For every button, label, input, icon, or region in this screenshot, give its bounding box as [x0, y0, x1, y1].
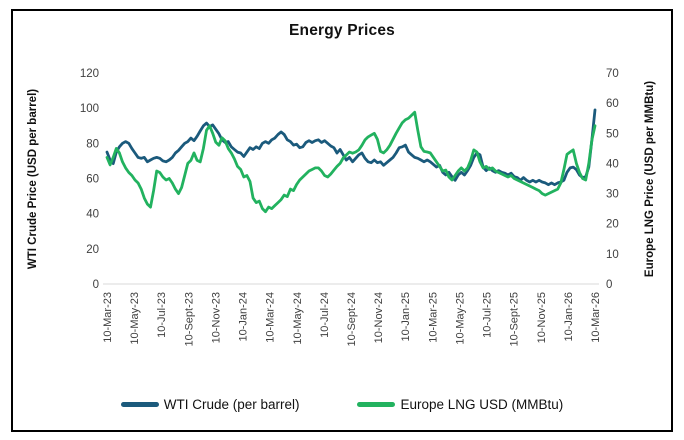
left-axis-tick-label: 40: [86, 209, 99, 221]
legend-item-lng: Europe LNG USD (MMBtu): [357, 397, 563, 412]
x-axis-tick-label: 10-May-25: [454, 292, 466, 345]
left-axis-tick-label: 120: [80, 68, 99, 80]
chart-frame: [11, 9, 673, 432]
europe-lng-line: [105, 110, 597, 214]
x-axis-tick-label: 10-Sept-25: [509, 292, 521, 346]
x-axis-tick-label: 10-May-24: [292, 292, 304, 345]
right-axis-tick-label: 10: [606, 249, 619, 261]
x-axis-tick-label: 10-Nov-25: [536, 292, 548, 343]
x-axis-tick-label: 10-Jul-25: [482, 292, 494, 338]
left-axis-title: WTI Crude Price (USD per barrel): [27, 88, 39, 270]
left-axis-tick-label: 80: [86, 138, 99, 150]
x-axis-tick-label: 10-Mar-26: [590, 292, 602, 343]
legend-item-wti: WTI Crude (per barrel): [120, 397, 300, 412]
chart-title: Energy Prices: [289, 22, 395, 39]
left-axis-tick-label: 0: [93, 279, 99, 291]
lng-legend-swatch-icon: [357, 402, 396, 407]
wti-legend-label: WTI Crude (per barrel): [163, 397, 300, 412]
x-axis-tick-label: 10-Jul-24: [319, 292, 331, 338]
x-axis-tick-label: 10-Sept-23: [183, 292, 195, 346]
x-axis-tick-label: 10-Jul-23: [156, 292, 168, 338]
lng-legend-label: Europe LNG USD (MMBtu): [400, 397, 564, 412]
right-axis-title: Europe LNG Price (USD per MMBtu): [644, 80, 656, 278]
right-axis-tick-label: 60: [606, 98, 619, 110]
left-axis-tick-label: 60: [86, 174, 99, 186]
right-axis-tick-label: 40: [606, 158, 619, 170]
wti-legend-swatch-icon: [120, 402, 159, 407]
x-axis-tick-label: 10-Nov-23: [210, 292, 222, 343]
chart-legend: WTI Crude (per barrel) Europe LNG USD (M…: [0, 397, 684, 412]
right-axis-tick-label: 50: [606, 128, 619, 140]
x-axis-tick-label: 10-Mar-23: [102, 292, 114, 343]
x-axis-tick-label: 10-Nov-24: [373, 292, 385, 343]
x-axis-tick-label: 10-May-23: [129, 292, 141, 345]
left-axis-tick-label: 20: [86, 244, 99, 256]
x-axis-tick-label: 10-Mar-24: [265, 292, 277, 343]
x-axis-tick-label: 10-Jan-24: [238, 292, 250, 342]
right-axis-tick-label: 30: [606, 189, 619, 201]
right-axis-tick-label: 0: [606, 279, 612, 291]
wti-crude-line: [105, 108, 597, 187]
x-axis-tick-label: 10-Mar-25: [427, 292, 439, 343]
x-axis-tick-label: 10-Jan-26: [563, 292, 575, 342]
right-axis-tick-label: 70: [606, 68, 619, 80]
x-axis-tick-label: 10-Sept-24: [346, 292, 358, 346]
x-axis-tick-label: 10-Jan-25: [400, 292, 412, 342]
right-axis-tick-label: 20: [606, 219, 619, 231]
left-axis-tick-label: 100: [80, 103, 99, 115]
